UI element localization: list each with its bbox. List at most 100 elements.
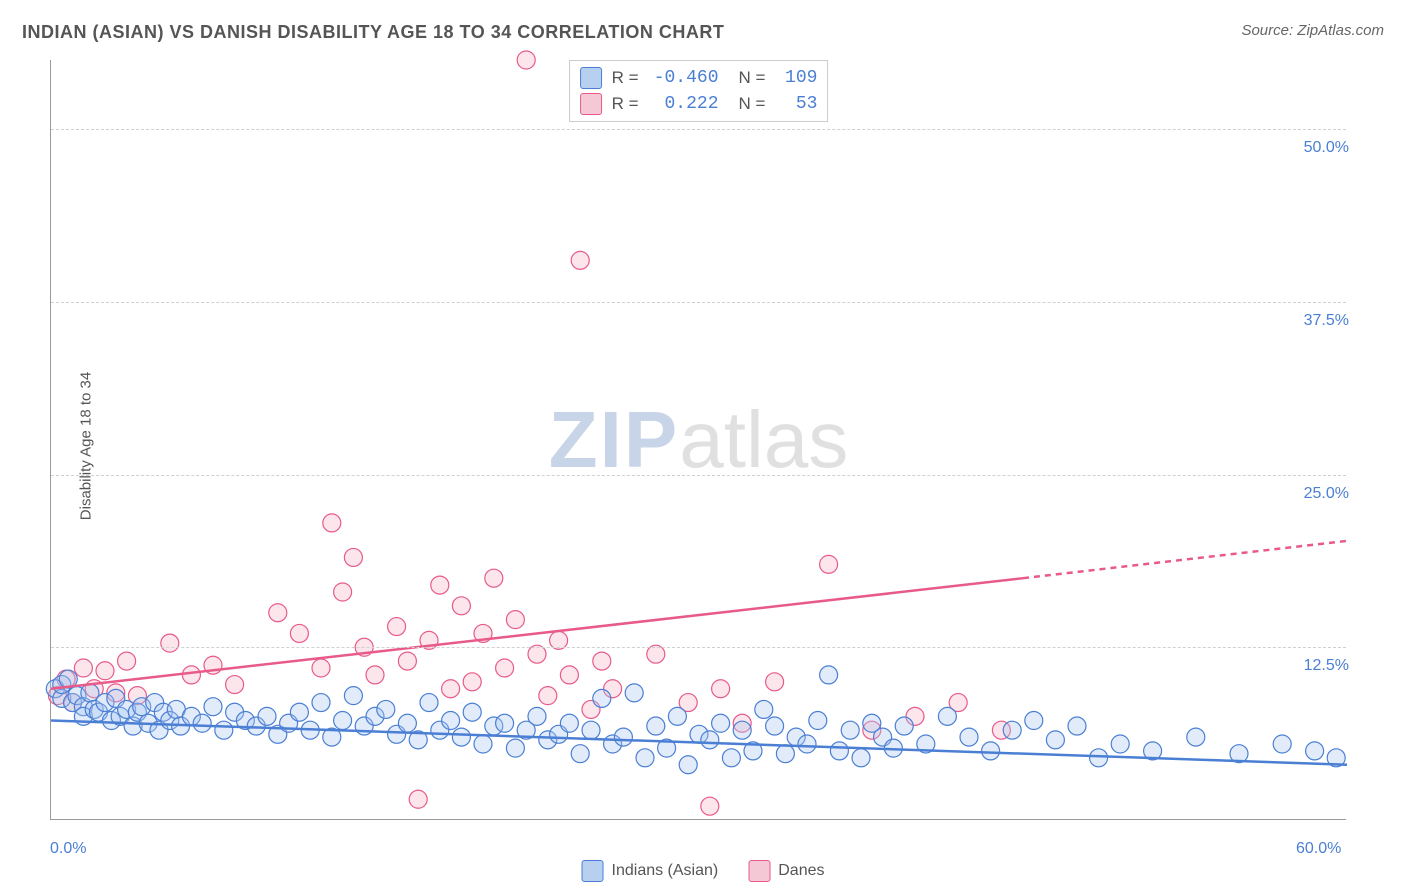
data-point — [474, 735, 492, 753]
data-point — [766, 673, 784, 691]
data-point — [344, 687, 362, 705]
data-point — [506, 739, 524, 757]
data-point — [528, 707, 546, 725]
data-point — [820, 555, 838, 573]
gridline — [51, 302, 1346, 303]
data-point — [118, 652, 136, 670]
source-attribution: Source: ZipAtlas.com — [1241, 22, 1384, 39]
data-point — [452, 728, 470, 746]
data-point — [593, 652, 611, 670]
data-point — [776, 745, 794, 763]
data-point — [409, 790, 427, 808]
data-point — [334, 712, 352, 730]
data-point — [496, 714, 514, 732]
data-point — [290, 703, 308, 721]
data-point — [938, 707, 956, 725]
data-point — [1306, 742, 1324, 760]
data-point — [701, 797, 719, 815]
x-tick-label: 0.0% — [50, 840, 86, 858]
legend-item: Danes — [748, 860, 824, 882]
data-point — [193, 714, 211, 732]
data-point — [442, 680, 460, 698]
plot-area: ZIPatlas R =-0.460N =109R =0.222N =53 12… — [50, 60, 1346, 820]
data-point — [398, 652, 416, 670]
data-point — [182, 666, 200, 684]
y-tick-label: 50.0% — [1304, 139, 1349, 157]
gridline — [51, 647, 1346, 648]
data-point — [398, 714, 416, 732]
data-point — [895, 717, 913, 735]
data-point — [290, 624, 308, 642]
data-point — [463, 673, 481, 691]
legend-label: Danes — [778, 862, 824, 880]
data-point — [226, 676, 244, 694]
data-point — [96, 662, 114, 680]
data-point — [841, 721, 859, 739]
data-point — [571, 251, 589, 269]
data-point — [517, 51, 535, 69]
data-point — [712, 680, 730, 698]
y-tick-label: 25.0% — [1304, 485, 1349, 503]
trend-line — [51, 578, 1023, 689]
data-point — [625, 684, 643, 702]
data-point — [74, 659, 92, 677]
stat-r-label: R = — [612, 68, 639, 88]
data-point — [560, 666, 578, 684]
data-point — [431, 576, 449, 594]
data-point — [798, 735, 816, 753]
data-point — [539, 687, 557, 705]
data-point — [560, 714, 578, 732]
gridline — [51, 129, 1346, 130]
legend-swatch — [580, 93, 602, 115]
data-point — [582, 721, 600, 739]
trend-line-extrapolated — [1023, 541, 1347, 578]
data-point — [1003, 721, 1021, 739]
data-point — [452, 597, 470, 615]
data-point — [1273, 735, 1291, 753]
data-point — [712, 714, 730, 732]
data-point — [323, 514, 341, 532]
data-point — [215, 721, 233, 739]
stat-r-label: R = — [612, 94, 639, 114]
stat-n-value: 109 — [775, 68, 817, 88]
stat-n-label: N = — [739, 94, 766, 114]
legend-swatch — [582, 860, 604, 882]
data-point — [571, 745, 589, 763]
stat-n-value: 53 — [775, 94, 817, 114]
legend-stats-row: R = 0.222 N = 53 — [580, 91, 818, 117]
data-point — [636, 749, 654, 767]
data-point — [463, 703, 481, 721]
data-point — [722, 749, 740, 767]
data-point — [496, 659, 514, 677]
data-point — [982, 742, 1000, 760]
data-point — [1046, 731, 1064, 749]
chart-svg — [51, 60, 1346, 819]
data-point — [334, 583, 352, 601]
data-point — [852, 749, 870, 767]
data-point — [442, 712, 460, 730]
data-point — [755, 700, 773, 718]
data-point — [366, 666, 384, 684]
data-point — [204, 698, 222, 716]
data-point — [809, 712, 827, 730]
data-point — [312, 694, 330, 712]
legend-item: Indians (Asian) — [582, 860, 719, 882]
legend-swatch — [748, 860, 770, 882]
legend-stats-row: R =-0.460N =109 — [580, 65, 818, 91]
data-point — [344, 548, 362, 566]
x-tick-label: 60.0% — [1296, 840, 1341, 858]
data-point — [1090, 749, 1108, 767]
data-point — [312, 659, 330, 677]
data-point — [830, 742, 848, 760]
data-point — [679, 756, 697, 774]
data-point — [1068, 717, 1086, 735]
legend-swatch — [580, 67, 602, 89]
stat-r-value: 0.222 — [649, 94, 719, 114]
data-point — [733, 721, 751, 739]
data-point — [485, 569, 503, 587]
data-point — [258, 707, 276, 725]
data-point — [377, 700, 395, 718]
data-point — [647, 717, 665, 735]
data-point — [506, 611, 524, 629]
y-tick-label: 37.5% — [1304, 312, 1349, 330]
